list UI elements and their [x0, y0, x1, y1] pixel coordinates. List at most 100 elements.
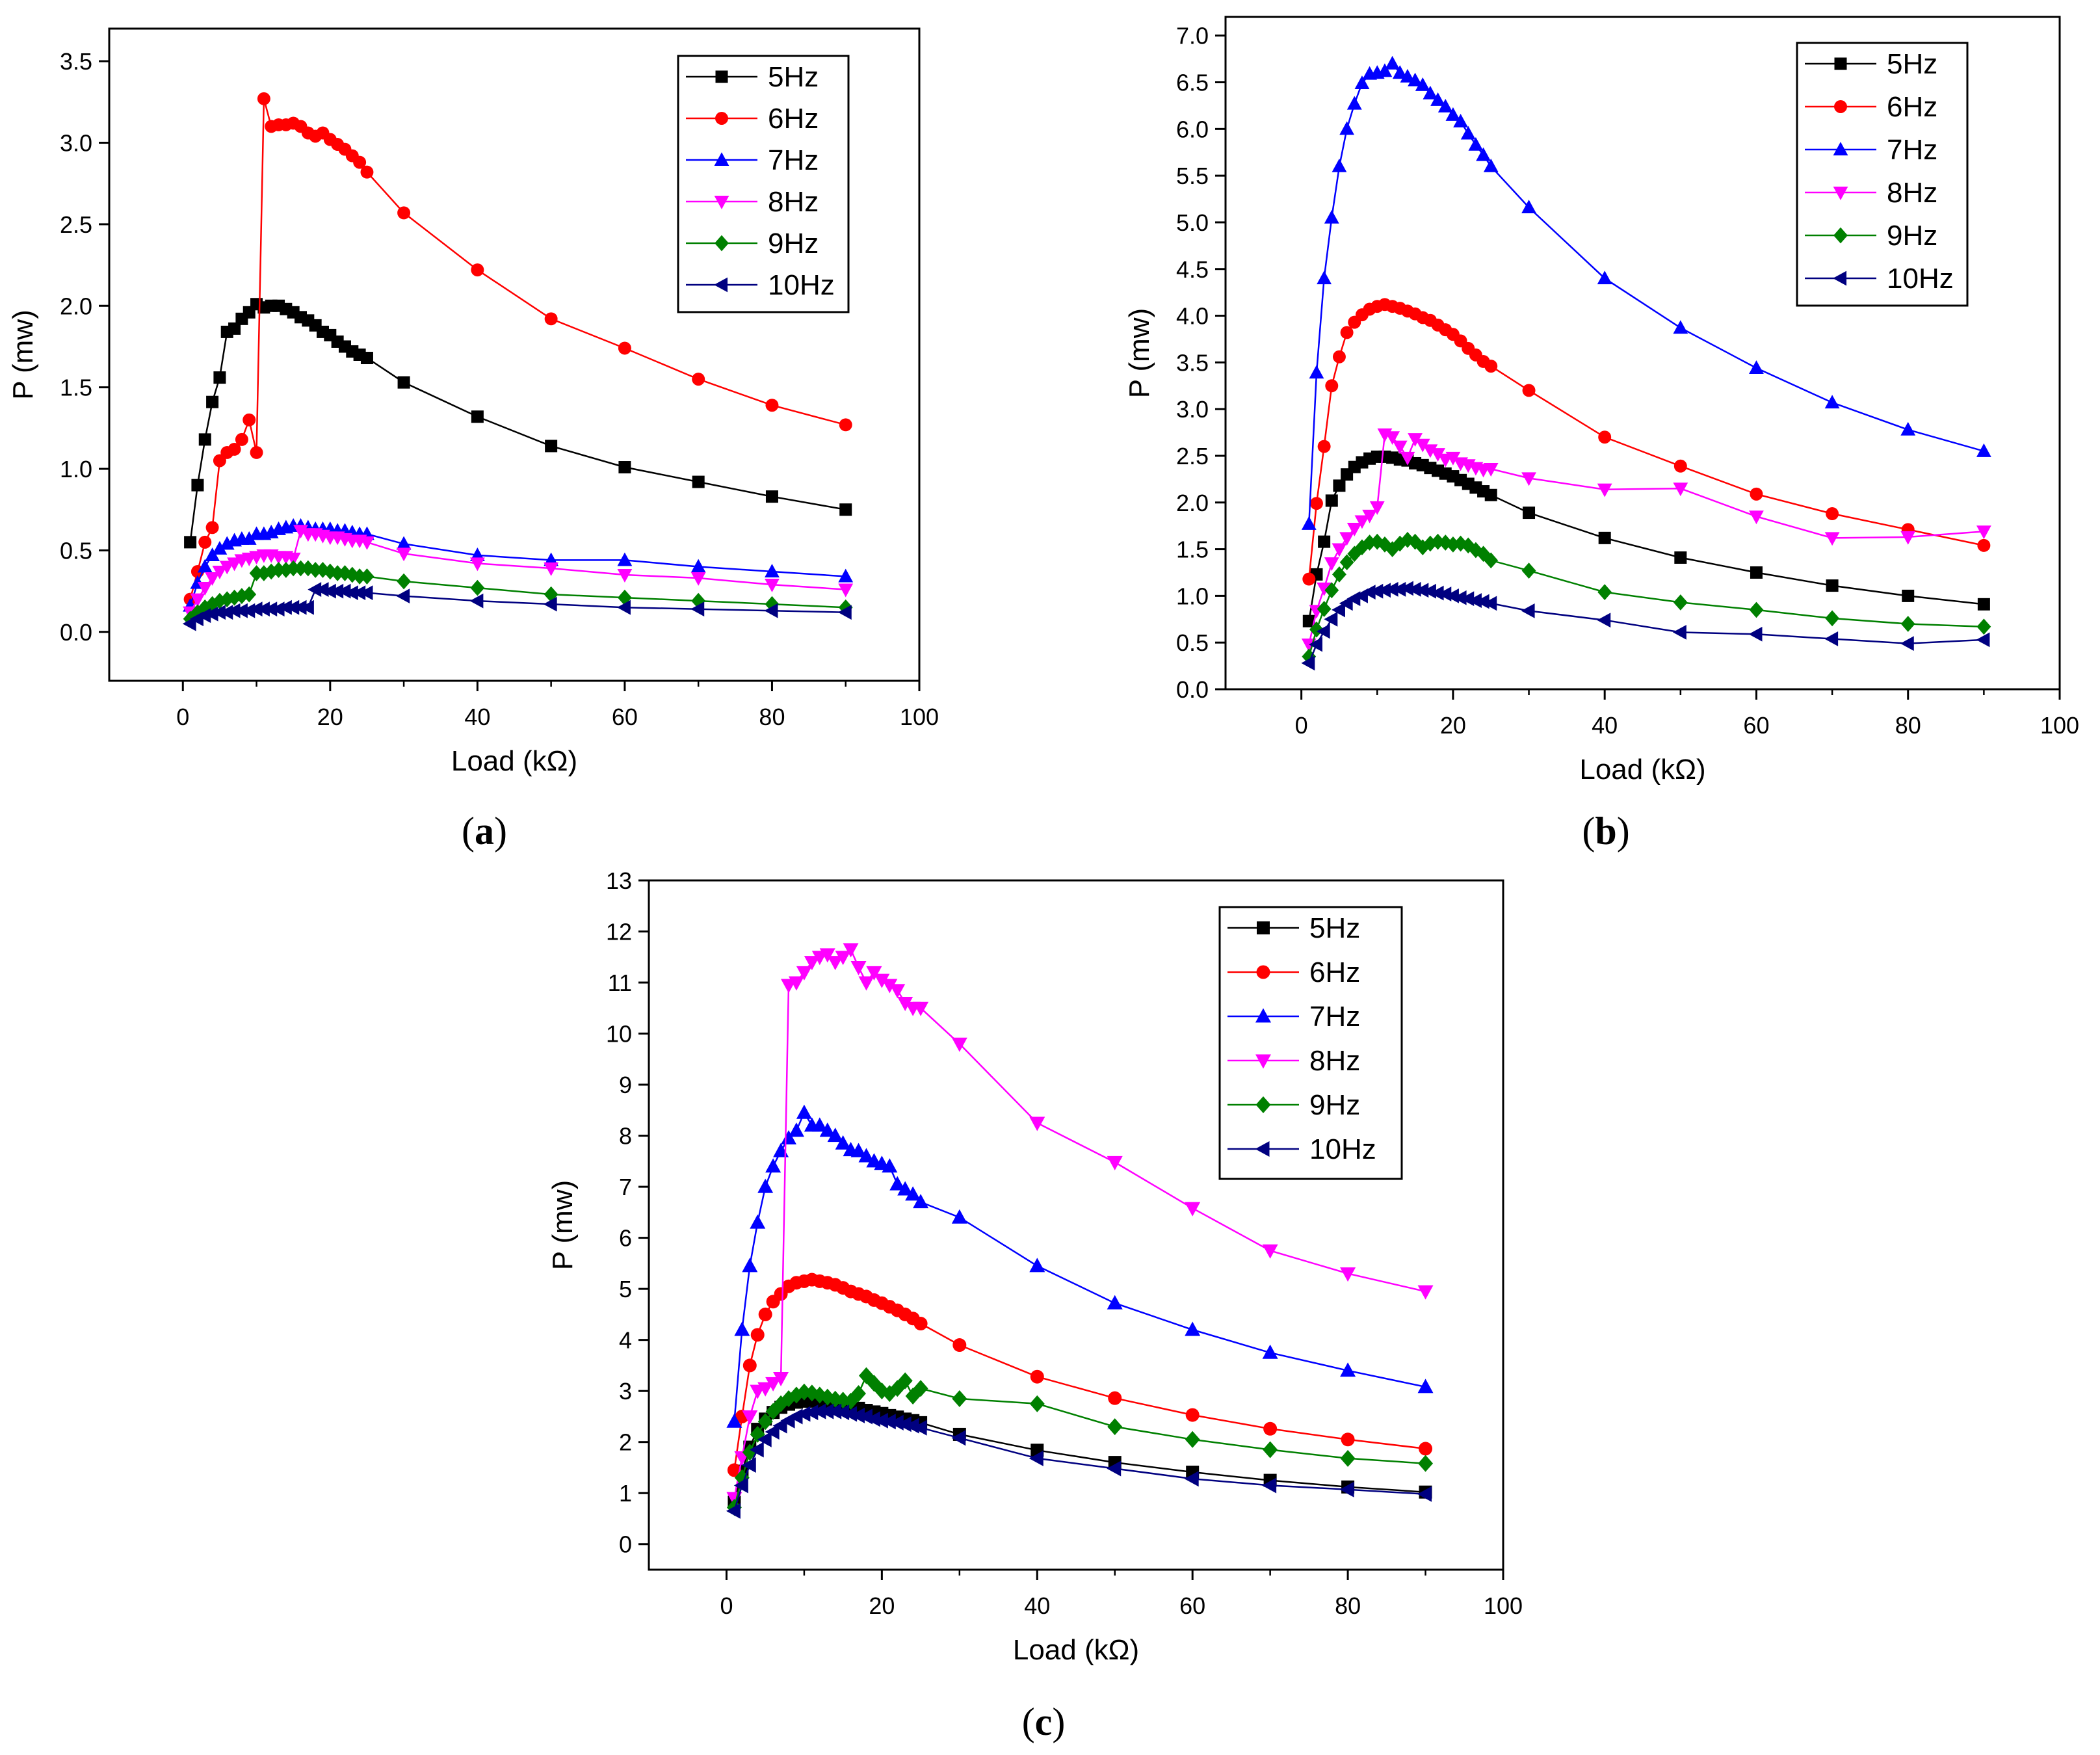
legend-label: 5Hz — [768, 61, 819, 93]
data-point-9Hz — [544, 586, 558, 603]
data-point-7Hz — [1408, 72, 1423, 86]
x-tick-label: 0 — [1295, 712, 1308, 739]
plot-frame — [648, 879, 1504, 1571]
series-9Hz — [183, 560, 853, 627]
data-point-8Hz — [285, 552, 301, 566]
data-point-6Hz — [1673, 459, 1687, 473]
data-point-7Hz — [1332, 158, 1347, 172]
data-point-10Hz — [352, 585, 366, 600]
data-point-10Hz — [1415, 583, 1429, 598]
data-point-9Hz — [330, 565, 345, 581]
data-point-10Hz — [1384, 581, 1398, 597]
data-point-8Hz — [913, 1001, 929, 1016]
legend-marker-9Hz — [715, 235, 729, 252]
data-point-8Hz — [819, 948, 835, 963]
data-point-7Hz — [1029, 1258, 1045, 1273]
data-point-10Hz — [819, 1403, 834, 1419]
data-point-7Hz — [197, 559, 213, 573]
data-point-8Hz — [396, 548, 412, 562]
data-point-7Hz — [1476, 147, 1491, 161]
legend: 5Hz 6Hz 7Hz 8Hz 9Hz 10Hz — [1796, 42, 1969, 307]
legend-box — [677, 55, 850, 313]
data-point-7Hz — [773, 1142, 789, 1157]
data-point-10Hz — [344, 585, 358, 600]
data-point-10Hz — [1262, 1477, 1277, 1494]
legend-marker-6Hz — [715, 112, 728, 125]
data-point-9Hz — [1484, 552, 1499, 569]
data-point-10Hz — [617, 600, 631, 615]
data-point-10Hz — [1332, 602, 1345, 618]
data-point-7Hz — [1385, 55, 1400, 70]
data-point-8Hz — [1483, 463, 1499, 477]
legend-marker-10Hz — [1255, 1141, 1270, 1157]
x-tick-label: 60 — [612, 704, 638, 730]
data-point-10Hz — [543, 596, 557, 612]
data-point-6Hz — [758, 1307, 772, 1321]
legend-marker-5Hz — [715, 70, 728, 83]
data-point-8Hz — [1597, 483, 1612, 497]
legend-item-10Hz: 10Hz — [1227, 1133, 1376, 1165]
y-tick-label: 1 — [619, 1480, 632, 1507]
data-point-7Hz — [838, 568, 854, 583]
series-8Hz — [726, 943, 1434, 1507]
x-tick-label: 20 — [869, 1592, 895, 1619]
data-point-10Hz — [197, 608, 211, 624]
data-point-6Hz — [228, 442, 241, 456]
panel-label-b-letter: b — [1595, 810, 1616, 852]
data-point-8Hz — [617, 568, 633, 583]
series-7Hz — [1301, 55, 1991, 530]
data-point-7Hz — [796, 1104, 812, 1119]
data-point-7Hz — [1324, 209, 1339, 224]
data-point-5Hz — [618, 461, 631, 474]
data-point-6Hz — [198, 535, 212, 549]
data-point-7Hz — [241, 531, 257, 545]
data-point-9Hz — [360, 568, 374, 585]
data-point-8Hz — [1346, 522, 1362, 536]
data-point-6Hz — [1325, 379, 1339, 393]
data-point-7Hz — [850, 1142, 867, 1157]
data-point-10Hz — [1361, 585, 1376, 600]
x-tick-label: 80 — [1335, 1592, 1361, 1619]
data-point-8Hz — [827, 956, 843, 971]
data-point-10Hz — [1976, 632, 1990, 648]
data-point-10Hz — [396, 588, 410, 604]
data-point-8Hz — [1185, 1202, 1201, 1217]
data-point-5Hz — [213, 371, 226, 384]
data-point-9Hz — [1355, 539, 1369, 556]
data-point-6Hz — [1317, 440, 1331, 453]
data-point-10Hz — [226, 603, 241, 618]
data-point-10Hz — [1483, 596, 1497, 611]
series-7Hz — [726, 1104, 1434, 1428]
data-point-9Hz — [1324, 582, 1339, 599]
data-point-9Hz — [913, 1380, 928, 1397]
data-point-6Hz — [839, 418, 852, 432]
data-point-6Hz — [618, 341, 631, 355]
data-point-10Hz — [889, 1414, 904, 1431]
data-point-9Hz — [1418, 1455, 1434, 1472]
y-tick-label: 2.5 — [1176, 443, 1209, 469]
data-point-8Hz — [866, 966, 882, 981]
data-point-7Hz — [882, 1158, 898, 1173]
legend-item-5Hz: 5Hz — [1805, 48, 1937, 80]
data-point-8Hz — [1417, 1285, 1434, 1300]
data-point-9Hz — [1339, 554, 1354, 571]
y-axis-label: P (mw) — [1123, 308, 1155, 399]
data-point-10Hz — [757, 1431, 772, 1447]
data-point-5Hz — [198, 433, 211, 446]
data-point-8Hz — [858, 976, 874, 991]
data-point-9Hz — [352, 568, 367, 585]
legend-marker-7Hz — [1255, 1008, 1271, 1023]
series-10Hz — [1301, 581, 1990, 671]
data-point-8Hz — [544, 562, 559, 576]
y-tick-label: 9 — [619, 1072, 632, 1098]
data-point-10Hz — [741, 1457, 756, 1473]
data-point-9Hz — [234, 588, 249, 604]
data-point-6Hz — [1419, 1442, 1433, 1456]
data-point-9Hz — [397, 573, 412, 590]
data-point-7Hz — [1262, 1344, 1278, 1359]
y-tick-label: 10 — [606, 1021, 632, 1048]
x-axis-label: Load (kΩ) — [1579, 754, 1705, 785]
series-6Hz — [727, 1273, 1433, 1477]
data-point-6Hz — [1522, 384, 1536, 397]
data-point-10Hz — [204, 606, 218, 622]
